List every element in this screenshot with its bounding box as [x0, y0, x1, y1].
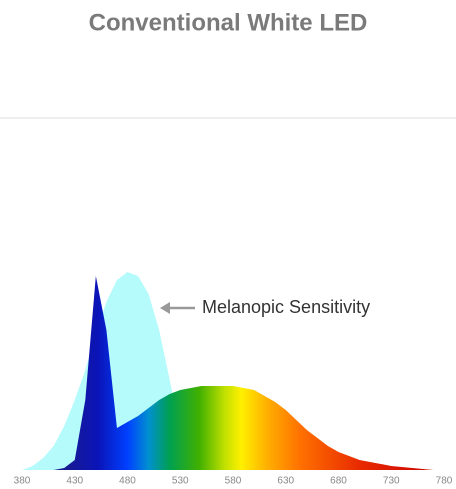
- arrow-head: [160, 302, 170, 314]
- area: [22, 272, 444, 470]
- chart-title: Conventional White LED: [89, 9, 368, 36]
- x-tick-label: 730: [383, 476, 400, 487]
- x-tick-label: 630: [277, 476, 294, 487]
- x-tick-label: 780: [436, 476, 453, 487]
- x-tick-label: 430: [66, 476, 83, 487]
- x-tick-label: 530: [172, 476, 189, 487]
- x-tick-label: 480: [119, 476, 136, 487]
- x-tick-label: 580: [225, 476, 242, 487]
- plot-area: [22, 272, 444, 470]
- annotation: Melanopic Sensitivity: [202, 297, 370, 317]
- x-tick-label: 380: [14, 476, 31, 487]
- area: [22, 276, 444, 470]
- x-tick-label: 680: [330, 476, 347, 487]
